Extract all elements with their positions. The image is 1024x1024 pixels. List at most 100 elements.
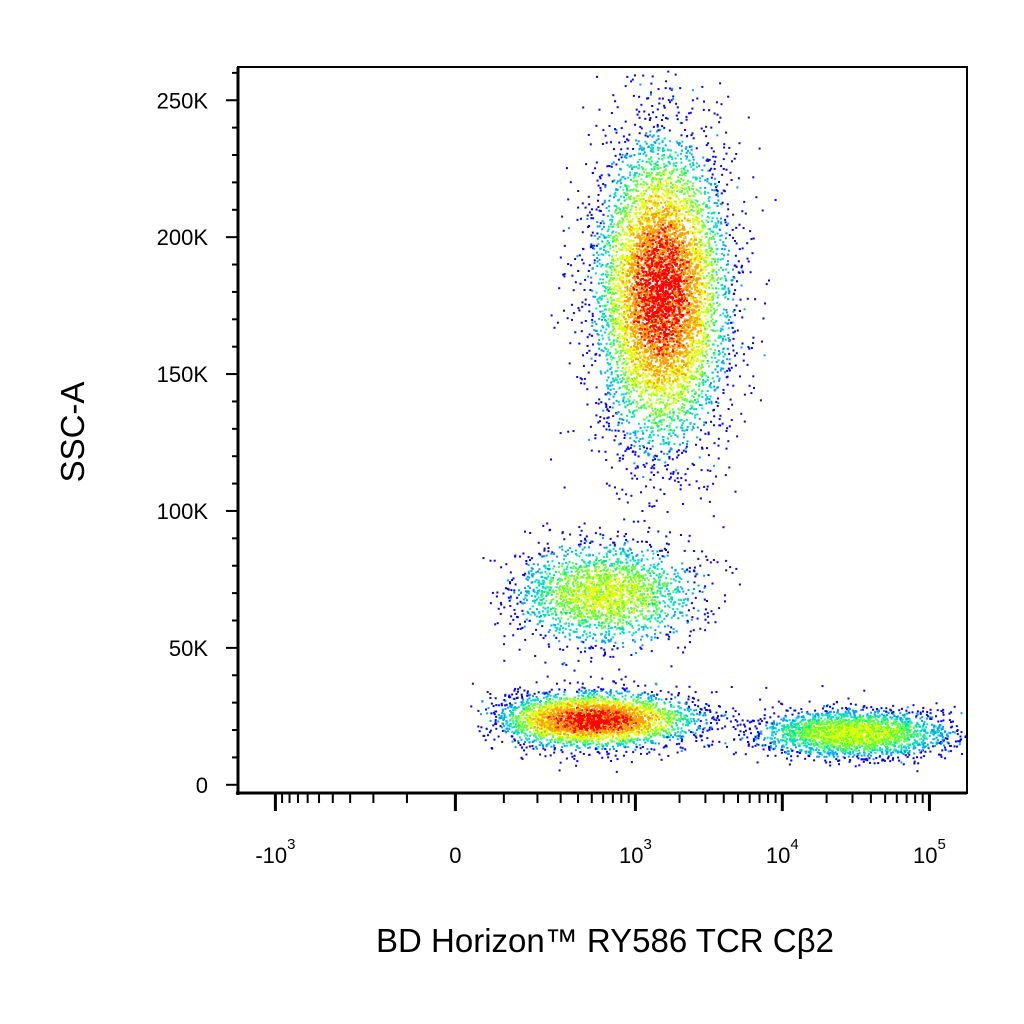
data-point [720,203,722,205]
data-point [709,276,711,278]
data-point [703,101,705,103]
data-point [590,217,592,219]
data-point [726,169,728,171]
data-point [668,288,670,290]
data-point [585,207,587,209]
data-point [639,445,641,447]
data-point [608,242,610,244]
data-point [711,213,713,215]
data-point [680,534,682,536]
data-point [615,430,617,432]
data-point [707,242,709,244]
data-point [596,76,598,78]
data-point [599,311,601,313]
data-point [724,296,726,298]
data-point [717,220,719,222]
data-point [676,115,678,117]
data-point [714,202,716,204]
data-point [705,269,707,271]
data-point [703,267,705,269]
data-point [704,355,706,357]
data-point [652,440,654,442]
data-point [718,424,720,426]
data-point [599,416,601,418]
data-point [709,262,711,264]
data-point [679,214,681,216]
data-point [612,283,614,285]
data-point [607,230,609,232]
data-point [651,241,653,243]
data-point [594,437,596,439]
data-point [686,205,688,207]
data-point [725,309,727,311]
data-point [620,352,622,354]
data-point [709,398,711,400]
data-point [650,436,652,438]
data-point [616,132,618,134]
data-point [692,183,694,185]
data-point [677,472,679,474]
data-point [706,447,708,449]
data-point [665,168,667,170]
data-point [707,295,709,297]
data-point [656,139,658,141]
data-point [631,295,633,297]
data-point [650,353,652,355]
data-point [648,436,650,438]
data-point [683,293,685,295]
data-point [685,313,687,315]
data-point [594,259,596,261]
data-point [608,309,610,311]
data-point [681,150,683,152]
data-point [702,209,704,211]
data-point [676,426,678,428]
data-point [650,448,652,450]
data-point [687,170,689,172]
data-point [679,299,681,301]
data-point [629,366,631,368]
data-point [691,413,693,415]
data-point [607,263,609,265]
data-point [665,200,667,202]
data-point [706,254,708,256]
data-point [748,261,750,263]
data-point [697,212,699,214]
data-point [747,364,749,366]
data-point [646,401,648,403]
data-point [605,309,607,311]
data-point [668,208,670,210]
data-point [628,392,630,394]
data-point [623,362,625,364]
data-point [681,220,683,222]
data-point [735,255,737,257]
data-point [593,245,595,247]
data-point [625,248,627,250]
data-point [713,465,715,467]
data-point [597,206,599,208]
data-point [712,258,714,260]
data-point [632,323,634,325]
data-point [685,207,687,209]
data-point [585,163,587,165]
data-point [666,453,668,455]
data-point [685,295,687,297]
data-point [595,323,597,325]
data-point [606,165,608,167]
data-point [719,82,721,84]
data-point [695,343,697,345]
data-point [670,203,672,205]
data-point [606,237,608,239]
data-point [678,189,680,191]
data-point [683,168,685,170]
data-point [716,101,718,103]
data-point [705,236,707,238]
data-point [730,322,732,324]
data-point [667,416,669,418]
data-point [642,214,644,216]
data-point [653,394,655,396]
data-point [686,191,688,193]
data-point [676,196,678,198]
data-point [595,414,597,416]
data-point [597,301,599,303]
data-point [715,244,717,246]
